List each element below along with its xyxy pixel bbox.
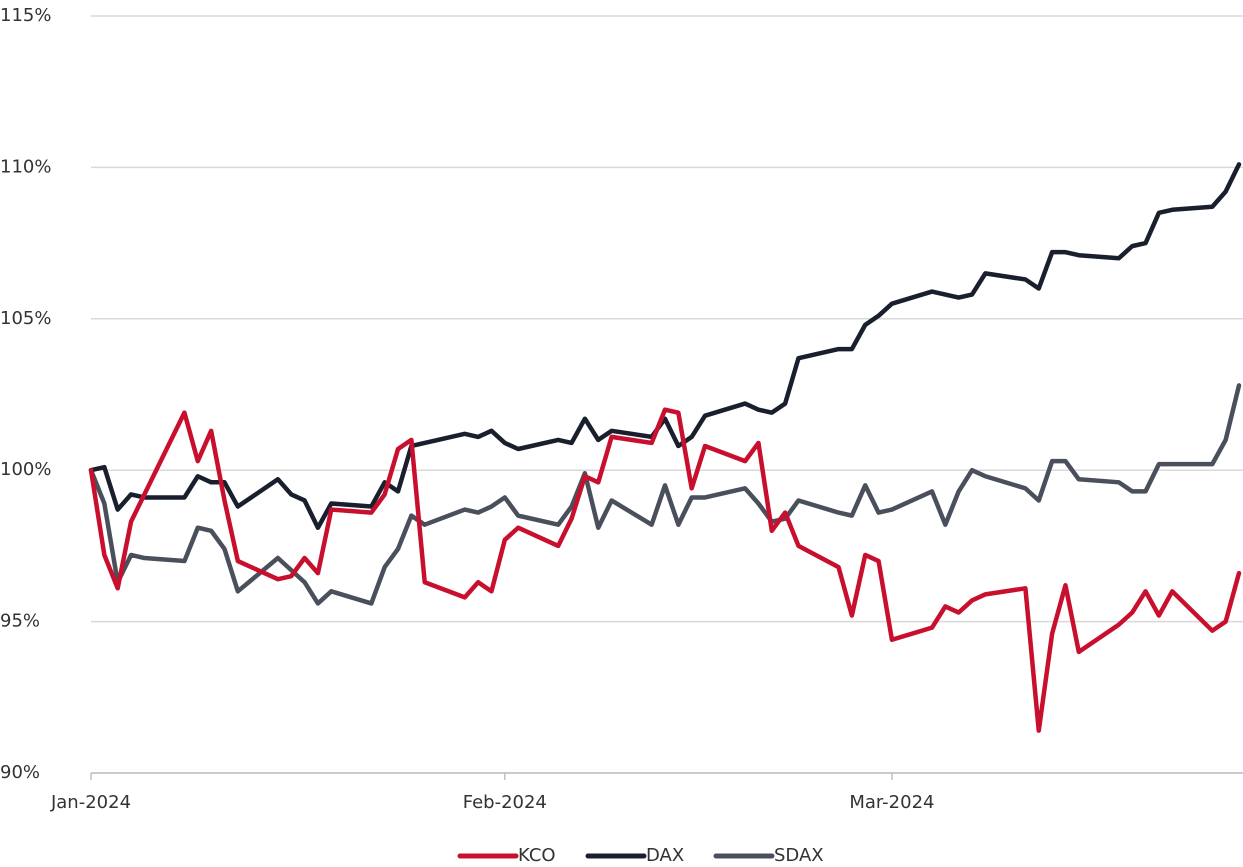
- y-tick-label: 100%: [0, 459, 51, 480]
- y-tick-label: 95%: [0, 611, 40, 632]
- y-tick-label: 105%: [0, 308, 51, 329]
- series-line: [88, 383, 1242, 606]
- legend-label: KCO: [518, 845, 556, 866]
- series-line: [88, 162, 1242, 530]
- legend-label: SDAX: [774, 845, 824, 866]
- x-tick-label: Jan-2024: [50, 792, 131, 813]
- legend-label: DAX: [646, 845, 684, 866]
- series-line: [88, 407, 1242, 733]
- y-tick-label: 115%: [0, 5, 51, 26]
- y-tick-label: 110%: [0, 156, 51, 177]
- x-tick-label: Feb-2024: [463, 792, 547, 813]
- x-tick-label: Mar-2024: [849, 792, 934, 813]
- y-tick-label: 90%: [0, 762, 40, 783]
